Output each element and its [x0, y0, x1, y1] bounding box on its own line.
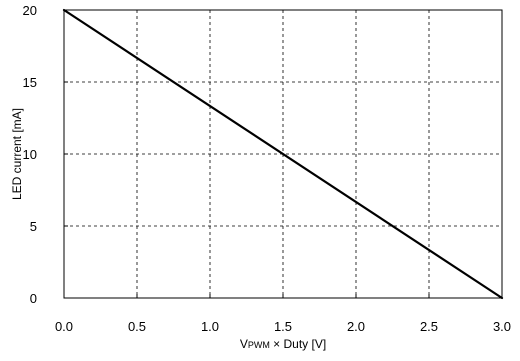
y-tick-label: 10	[23, 147, 37, 162]
axis-ticks	[63, 9, 503, 299]
y-axis-label: LED current [mA]	[10, 108, 24, 200]
y-tick-label: 0	[30, 291, 37, 306]
x-tick-label: 2.5	[420, 319, 438, 334]
x-tick-label: 2.0	[347, 319, 365, 334]
x-tick-label: 0.0	[55, 319, 73, 334]
series-line	[62, 8, 504, 300]
y-tick-label: 15	[23, 75, 37, 90]
y-tick-label: 5	[30, 219, 37, 234]
x-axis-label-sub: PWM	[248, 340, 270, 350]
x-axis-label: VPWM × Duty [V]	[240, 337, 326, 351]
x-tick-label: 1.5	[274, 319, 292, 334]
x-tick-label: 3.0	[493, 319, 511, 334]
x-tick-label: 1.0	[201, 319, 219, 334]
x-axis-label-suffix: × Duty [V]	[270, 337, 326, 351]
x-axis-label-prefix: V	[240, 337, 248, 351]
tick-labels: 0.0 0.5 1.0 1.5 2.0 2.5 3.0 0 5 10 15 20	[23, 3, 512, 334]
x-tick-label: 0.5	[128, 319, 146, 334]
series-layer	[62, 8, 504, 300]
y-tick-label: 20	[23, 3, 37, 18]
